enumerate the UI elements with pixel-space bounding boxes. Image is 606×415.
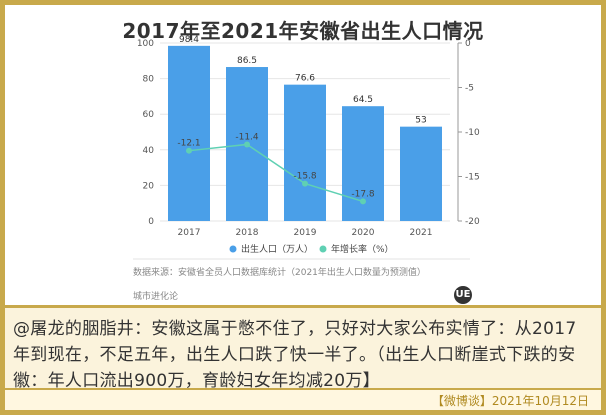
footer-bar: 【微博谈】2021年10月12日 xyxy=(5,390,601,410)
x-tick-label: 2021 xyxy=(410,228,433,238)
watermark-text: 城市进化论 xyxy=(133,292,179,302)
growth-rate-point xyxy=(360,198,366,205)
bar-data-label: 98.4 xyxy=(179,35,199,45)
growth-rate-label: -11.4 xyxy=(235,132,259,142)
left-tick-label: 60 xyxy=(143,110,155,120)
growth-rate-label: -12.1 xyxy=(177,139,200,149)
x-tick-label: 2019 xyxy=(294,228,317,238)
chart-title: 2017年至2021年安徽省出生人口情况 xyxy=(122,19,484,43)
legend-bar-label: 出生人口（万人） xyxy=(241,243,313,255)
chart-card: 2017年至2021年安徽省出生人口情况 0 20 40 60 80 100 0 -5 -10 -… xyxy=(5,5,601,305)
logo-icon: UE xyxy=(454,286,472,304)
bar-data-label: 76.6 xyxy=(295,74,315,84)
legend-bar-marker xyxy=(229,245,237,253)
footer-source: 【微博谈】2021年10月12日 xyxy=(431,394,589,408)
legend-line-label: 年增长率（%） xyxy=(331,243,394,255)
left-tick-label: 100 xyxy=(137,39,154,49)
right-tick-label: 0 xyxy=(465,39,471,49)
right-tick-label: -20 xyxy=(465,217,480,227)
right-tick-label: -15 xyxy=(465,173,480,183)
growth-rate-point xyxy=(244,141,250,148)
bar-data-label: 64.5 xyxy=(353,95,373,105)
data-source-note: 数据来源：安徽省全员人口数据库统计（2021年出生人口数量为预测值） xyxy=(133,268,426,278)
growth-rate-label: -15.8 xyxy=(293,172,317,182)
left-tick-label: 0 xyxy=(148,217,154,227)
bar xyxy=(168,45,210,222)
caption-text: @屠龙的胭脂井：安徽这属于憋不住了，只好对大家公布实情了：从2017年到现在，不… xyxy=(13,319,577,391)
growth-rate-line xyxy=(188,143,364,203)
x-tick-label: 2018 xyxy=(236,228,259,238)
growth-rate-label: -17.8 xyxy=(351,189,375,199)
right-tick-label: -5 xyxy=(465,84,474,94)
bar xyxy=(284,84,326,221)
left-tick-label: 20 xyxy=(143,181,155,191)
growth-rate-point xyxy=(302,180,308,187)
caption-area: @屠龙的胭脂井：安徽这属于憋不住了，只好对大家公布实情了：从2017年到现在，不… xyxy=(5,308,601,391)
bar-data-label: 86.5 xyxy=(237,56,257,66)
legend-line-marker xyxy=(319,245,327,253)
growth-rate-point xyxy=(186,147,192,154)
chart-svg: 0 20 40 60 80 100 0 -5 -10 -15 -20 98.4 86.5 76.6 64.5… xyxy=(133,35,480,260)
x-tick-label: 2017 xyxy=(178,228,201,238)
bar xyxy=(400,126,442,221)
x-tick-label: 2020 xyxy=(352,228,375,238)
right-tick-label: -10 xyxy=(465,128,480,138)
bar-data-label: 53 xyxy=(415,116,426,126)
left-tick-label: 40 xyxy=(143,146,155,156)
left-tick-label: 80 xyxy=(143,75,155,85)
